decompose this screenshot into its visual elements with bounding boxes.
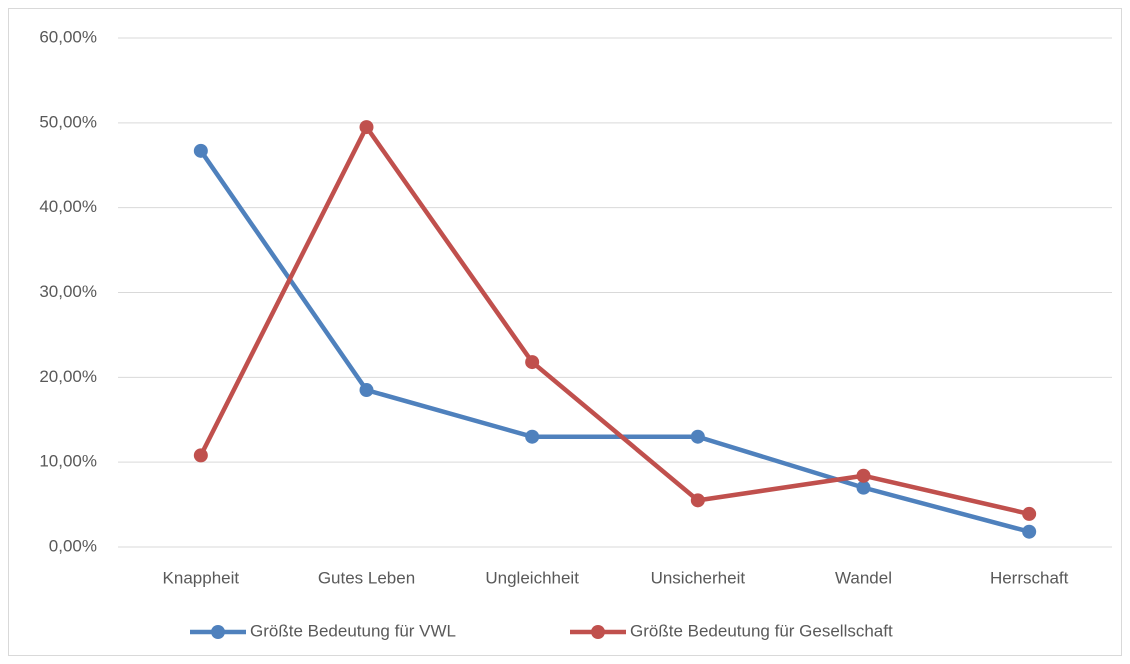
x-tick-label: Ungleichheit bbox=[485, 568, 579, 587]
legend-marker bbox=[211, 625, 225, 639]
point bbox=[359, 383, 374, 398]
series-line bbox=[198, 124, 1030, 517]
y-tick-label: 40,00% bbox=[39, 197, 97, 216]
y-tick-label: 20,00% bbox=[39, 367, 97, 386]
point bbox=[525, 355, 540, 370]
point bbox=[690, 429, 705, 444]
legend-label: Größte Bedeutung für Gesellschaft bbox=[630, 621, 893, 640]
series-line bbox=[198, 149, 1030, 534]
point bbox=[856, 480, 871, 495]
y-tick-label: 60,00% bbox=[39, 27, 97, 46]
chart-frame bbox=[8, 8, 1122, 656]
legend-label: Größte Bedeutung für VWL bbox=[250, 621, 456, 640]
point bbox=[525, 429, 540, 444]
x-tick-label: Unsicherheit bbox=[651, 568, 746, 587]
x-tick-label: Herrschaft bbox=[990, 568, 1069, 587]
y-tick-label: 30,00% bbox=[39, 282, 97, 301]
point bbox=[359, 120, 374, 135]
x-tick-label: Knappheit bbox=[163, 568, 240, 587]
point bbox=[193, 143, 208, 158]
y-tick-label: 10,00% bbox=[39, 452, 97, 471]
point bbox=[1022, 506, 1037, 521]
point bbox=[193, 448, 208, 463]
x-tick-label: Gutes Leben bbox=[318, 568, 415, 587]
point bbox=[690, 493, 705, 508]
legend-marker bbox=[591, 625, 605, 639]
point bbox=[1022, 524, 1037, 539]
y-tick-label: 50,00% bbox=[39, 112, 97, 131]
y-tick-label: 0,00% bbox=[49, 536, 97, 555]
x-tick-label: Wandel bbox=[835, 568, 892, 587]
point bbox=[856, 468, 871, 483]
